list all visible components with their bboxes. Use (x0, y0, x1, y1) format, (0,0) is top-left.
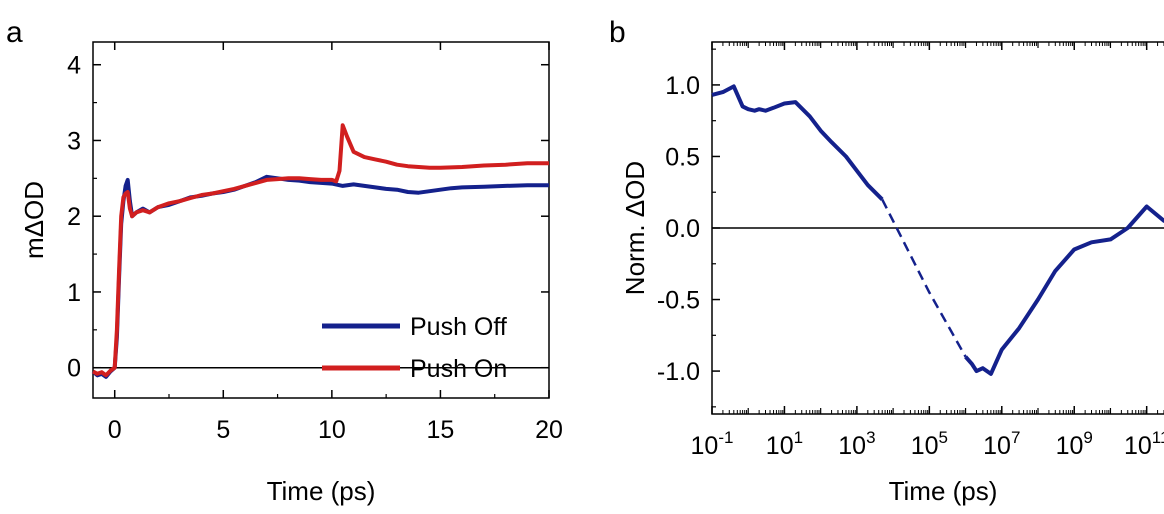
chart-panel-a: 0 5 10 15 20 0 1 2 3 4 Push Off Push On Time (ps)… (19, 41, 563, 506)
series-line-b-0 (711, 84, 884, 201)
legend-label-push-off: Push Off (410, 313, 507, 341)
y-axis-title-b: Norm. ΔOD (620, 161, 650, 295)
y-tick-label-a: 4 (67, 52, 81, 80)
x-tick-label-b: 109 (1056, 428, 1093, 460)
y-tick-label-b: 1.0 (665, 72, 700, 100)
x-tick-label-b: 10-1 (691, 428, 734, 460)
series-group-a (91, 123, 549, 379)
series-line-b-1 (881, 198, 967, 358)
x-tick-label-a: 20 (535, 416, 563, 444)
x-tick-label-a: 0 (108, 416, 122, 444)
legend-label-push-on: Push On (410, 355, 507, 383)
x-axis-title-a: Time (ps) (267, 476, 376, 506)
tick-group-a: 0 5 10 15 20 0 1 2 3 4 (67, 42, 563, 444)
x-tick-label-a: 10 (318, 416, 346, 444)
y-tick-label-a: 1 (67, 279, 81, 307)
x-axis-title-b: Time (ps) (889, 476, 998, 506)
x-tick-label-a: 5 (216, 416, 230, 444)
series-line-push-on (92, 123, 549, 378)
panel-letter-b: b (609, 16, 626, 49)
y-tick-label-b: 0.5 (665, 143, 700, 171)
x-tick-label-b: 101 (766, 428, 803, 460)
y-tick-label-a: 2 (67, 203, 81, 231)
series-group-b (711, 84, 1164, 376)
x-tick-label-b: 103 (838, 428, 875, 460)
y-tick-label-b: 0.0 (665, 215, 700, 243)
x-tick-label-b: 107 (983, 428, 1020, 460)
plot-frame-a (92, 41, 550, 399)
x-tick-label-b: 105 (911, 428, 948, 460)
y-tick-label-a: 0 (67, 355, 81, 383)
y-axis-title-a: mΔOD (19, 181, 49, 259)
legend-a: Push Off Push On (322, 313, 507, 383)
x-tick-label-a: 15 (427, 416, 455, 444)
series-line-b-2 (964, 204, 1164, 376)
y-tick-label-b: -1.0 (657, 358, 700, 386)
y-tick-label-a: 3 (67, 127, 81, 155)
y-tick-label-b: -0.5 (657, 287, 700, 315)
panel-letter-a: a (6, 16, 23, 49)
